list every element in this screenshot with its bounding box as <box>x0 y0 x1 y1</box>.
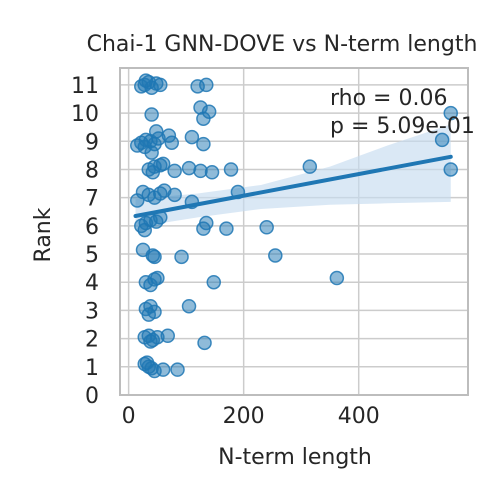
y-tick-label: 9 <box>85 130 99 155</box>
data-point <box>196 136 211 152</box>
y-tick-label: 10 <box>71 102 99 127</box>
x-tick-label: 0 <box>122 404 136 429</box>
x-tick-label: 200 <box>223 404 265 429</box>
y-tick-label: 6 <box>85 215 99 240</box>
y-tick-label: 7 <box>85 187 99 212</box>
data-point <box>147 249 162 265</box>
y-tick-label: 3 <box>85 299 99 324</box>
points-layer <box>130 73 458 379</box>
data-point <box>130 193 145 208</box>
data-point <box>157 183 172 198</box>
data-point <box>150 270 165 286</box>
y-tick-label: 1 <box>85 356 99 381</box>
data-point <box>204 165 220 180</box>
p-value-annotation: p = 5.09e-01 <box>330 114 475 139</box>
y-tick-label: 0 <box>85 384 99 409</box>
plot-frame <box>119 67 469 396</box>
data-point <box>160 328 175 344</box>
y-tick-label: 11 <box>71 74 99 99</box>
y-tick-label: 4 <box>85 271 99 296</box>
data-point <box>164 135 180 150</box>
y-axis-label: Rank <box>31 207 56 262</box>
data-point <box>153 77 168 93</box>
y-tick-label: 8 <box>85 158 99 183</box>
data-point <box>148 124 164 139</box>
y-tick-label: 5 <box>85 243 99 268</box>
data-point <box>184 129 200 145</box>
data-point <box>443 105 458 121</box>
data-point <box>181 298 197 314</box>
data-point <box>138 73 154 88</box>
data-point <box>329 270 345 286</box>
data-point <box>170 362 185 377</box>
data-point <box>196 111 211 126</box>
data-point <box>434 132 450 148</box>
rho-annotation: rho = 0.06 <box>330 86 447 111</box>
data-point <box>167 163 182 179</box>
regression-line <box>133 154 453 218</box>
data-point <box>144 145 159 160</box>
data-point <box>206 274 222 290</box>
data-point <box>223 162 239 177</box>
data-point <box>141 307 157 322</box>
confidence-band-layer <box>135 124 451 228</box>
data-point <box>174 249 189 265</box>
x-tick-label: 400 <box>338 404 380 429</box>
data-point <box>268 248 283 263</box>
data-point <box>155 156 171 172</box>
data-point <box>199 215 214 231</box>
data-point <box>219 221 234 236</box>
chart-title: Chai-1 GNN-DOVE vs N-term length <box>87 32 478 57</box>
data-point <box>155 362 171 377</box>
data-point <box>199 77 214 93</box>
x-axis-label: N-term length <box>218 445 372 470</box>
y-tick-label: 2 <box>85 328 99 353</box>
data-point <box>302 159 318 174</box>
confidence-band <box>135 124 451 228</box>
data-point <box>145 165 161 180</box>
data-point <box>144 107 159 122</box>
axes-layer <box>119 67 469 396</box>
data-point <box>143 334 158 349</box>
data-point <box>259 220 274 235</box>
data-point <box>443 162 458 177</box>
data-point <box>137 222 152 238</box>
regression-line-layer <box>133 154 453 218</box>
data-point <box>197 335 212 351</box>
